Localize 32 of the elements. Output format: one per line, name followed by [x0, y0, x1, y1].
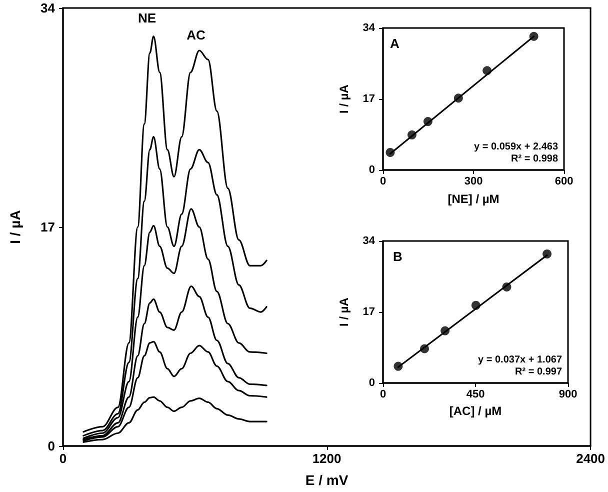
- x-tick-label: 0: [380, 388, 386, 400]
- x-tick-label: 0: [380, 176, 386, 188]
- x-tick-label: 2400: [576, 451, 605, 466]
- annotation: R² = 0.998: [511, 154, 558, 164]
- y-tick-label: 17: [362, 93, 375, 105]
- text: B: [393, 249, 402, 264]
- x-tick-label: 600: [554, 176, 574, 188]
- x-axis-title: [AC] / µM: [449, 404, 502, 418]
- y-axis-title: I / µA: [337, 297, 351, 326]
- y-tick-label: 17: [362, 306, 375, 318]
- annotation: AC: [186, 28, 206, 42]
- x-axis-title: E / mV: [305, 472, 349, 488]
- text: A: [390, 36, 400, 51]
- x-tick-label: 1200: [312, 451, 342, 466]
- y-tick-label: 34: [362, 22, 376, 34]
- y-tick-label: 0: [48, 438, 55, 454]
- y-tick-label: 34: [40, 0, 56, 16]
- y-tick-label: 0: [368, 377, 375, 389]
- annotation: y = 0.059x + 2.463: [474, 142, 558, 152]
- x-axis-title: [NE] / µM: [448, 192, 500, 206]
- x-tick-label: 300: [464, 176, 483, 188]
- x-tick-label: 900: [558, 388, 578, 400]
- y-tick-label: 0: [368, 164, 375, 176]
- y-tick-label: 34: [362, 235, 376, 247]
- y-axis-title: I / µA: [7, 210, 23, 244]
- annotation: NE: [138, 10, 156, 26]
- x-tick-label: 450: [466, 388, 485, 400]
- annotation: R² = 0.997: [515, 366, 562, 378]
- annotation: y = 0.037x + 1.067: [478, 354, 562, 366]
- y-tick-label: 17: [40, 220, 55, 234]
- x-tick-label: 0: [59, 451, 67, 466]
- y-axis-title: I / µA: [337, 84, 351, 114]
